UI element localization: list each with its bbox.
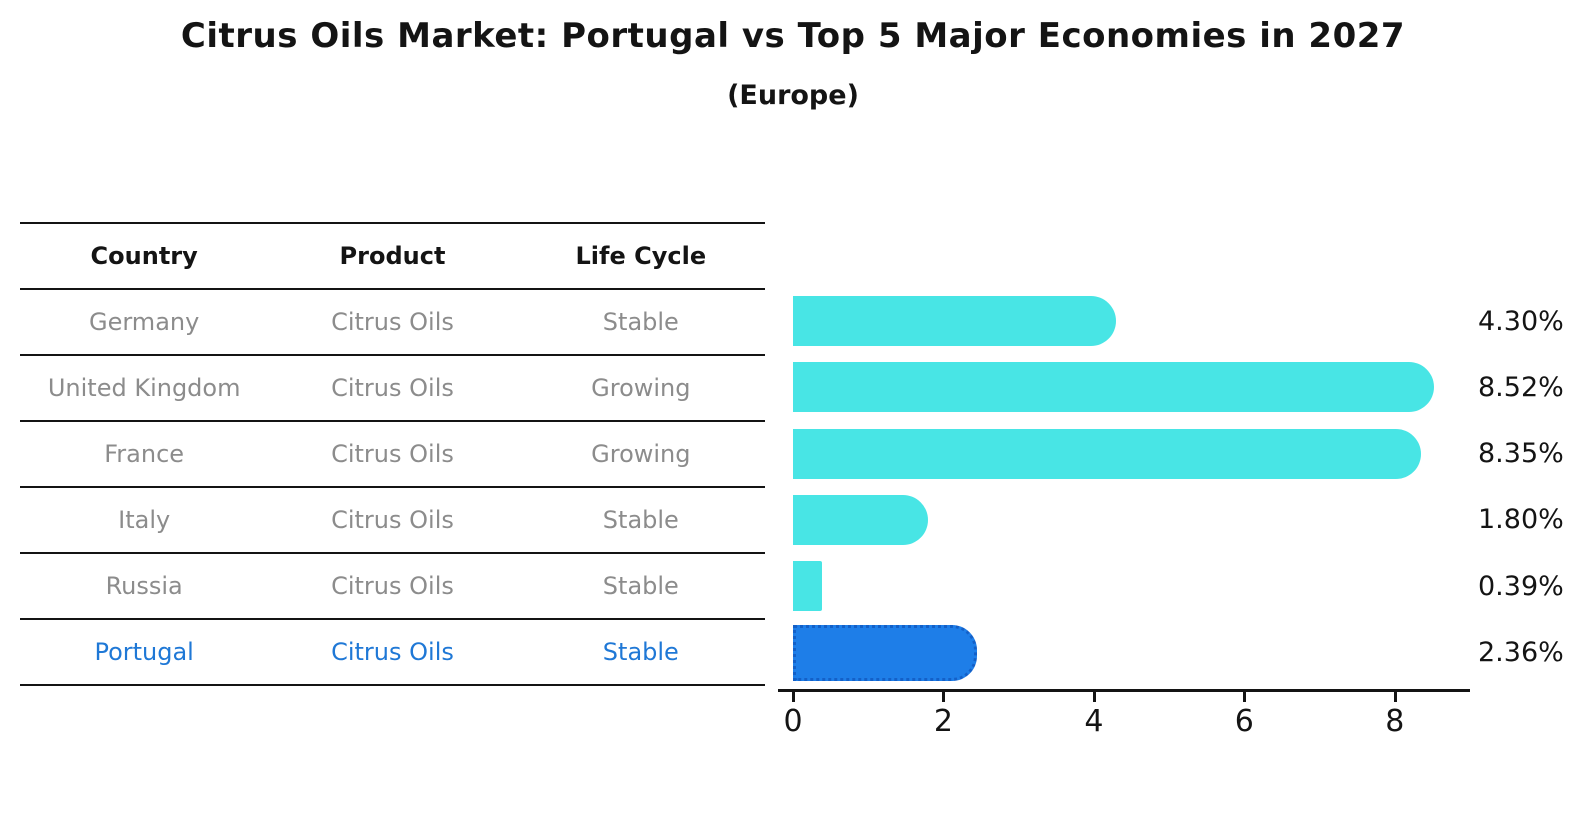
x-axis-tick-mark <box>1393 692 1397 702</box>
bar <box>793 296 1117 346</box>
bar <box>793 428 1422 479</box>
x-axis-line <box>778 689 1470 692</box>
table-header-row: Country Product Life Cycle <box>20 222 765 290</box>
bar-value-label: 1.80% <box>1478 504 1564 536</box>
bar-highlight-portugal <box>793 624 977 681</box>
cell-product: Citrus Oils <box>331 374 454 402</box>
cell-life-cycle: Growing <box>591 440 691 468</box>
x-axis-tick-mark <box>1243 692 1247 702</box>
bar-value-label: 8.52% <box>1478 371 1564 403</box>
x-axis-tick-label: 6 <box>1234 704 1254 739</box>
header-product: Product <box>339 242 446 270</box>
x-axis-tick-label: 0 <box>783 704 803 739</box>
cell-country: France <box>104 440 185 468</box>
header-country: Country <box>90 242 198 270</box>
x-axis-tick-mark <box>792 692 795 702</box>
bar <box>793 561 823 612</box>
bar-row <box>793 487 1470 553</box>
bar-row <box>793 620 1470 686</box>
bars-container <box>793 288 1470 686</box>
x-axis-tick-label: 2 <box>933 704 953 739</box>
cell-product: Citrus Oils <box>331 572 454 600</box>
country-table: Country Product Life Cycle Germany Citrus… <box>20 222 765 686</box>
cell-product: Citrus Oils <box>331 506 454 534</box>
cell-life-cycle: Stable <box>602 308 679 336</box>
bar-row <box>793 354 1470 420</box>
cell-country: United Kingdom <box>47 374 241 402</box>
bar-chart-plot-area: 0 2 4 6 8 <box>778 288 1470 739</box>
bar <box>793 494 929 545</box>
header-life-cycle: Life Cycle <box>575 242 707 270</box>
cell-life-cycle: Growing <box>591 374 691 402</box>
cell-country: Germany <box>89 308 200 336</box>
cell-life-cycle: Stable <box>602 638 679 666</box>
x-axis-tick-label: 4 <box>1084 704 1104 739</box>
bar-value-label: 4.30% <box>1478 305 1564 337</box>
bar-row <box>793 288 1470 354</box>
cell-country: Russia <box>105 572 183 600</box>
x-axis-tick-label: 8 <box>1385 704 1405 739</box>
cell-country: Italy <box>118 506 171 534</box>
cell-country: Portugal <box>94 638 194 666</box>
bar-row <box>793 421 1470 487</box>
table-row: Italy Citrus Oils Stable <box>20 488 765 554</box>
bar-value-label: 0.39% <box>1478 570 1564 602</box>
cell-product: Citrus Oils <box>331 308 454 336</box>
bar-value-label: 2.36% <box>1478 637 1564 669</box>
table-row: United Kingdom Citrus Oils Growing <box>20 356 765 422</box>
bar <box>793 362 1434 413</box>
cell-product: Citrus Oils <box>331 440 454 468</box>
bar-row <box>793 553 1470 619</box>
table-row: Portugal Citrus Oils Stable <box>20 620 765 686</box>
bar-value-label: 8.35% <box>1478 438 1564 470</box>
x-axis-tick-mark <box>942 692 946 702</box>
table-row: France Citrus Oils Growing <box>20 422 765 488</box>
table-row: Russia Citrus Oils Stable <box>20 554 765 620</box>
x-axis-tick-mark <box>1092 692 1096 702</box>
table-row: Germany Citrus Oils Stable <box>20 290 765 356</box>
chart-subtitle: (Europe) <box>727 80 859 111</box>
cell-life-cycle: Stable <box>602 572 679 600</box>
cell-life-cycle: Stable <box>602 506 679 534</box>
table-body: Germany Citrus Oils Stable United Kingdom Ci… <box>20 290 765 686</box>
chart-title: Citrus Oils Market: Portugal vs Top 5 Ma… <box>180 16 1406 56</box>
cell-product: Citrus Oils <box>331 638 454 666</box>
